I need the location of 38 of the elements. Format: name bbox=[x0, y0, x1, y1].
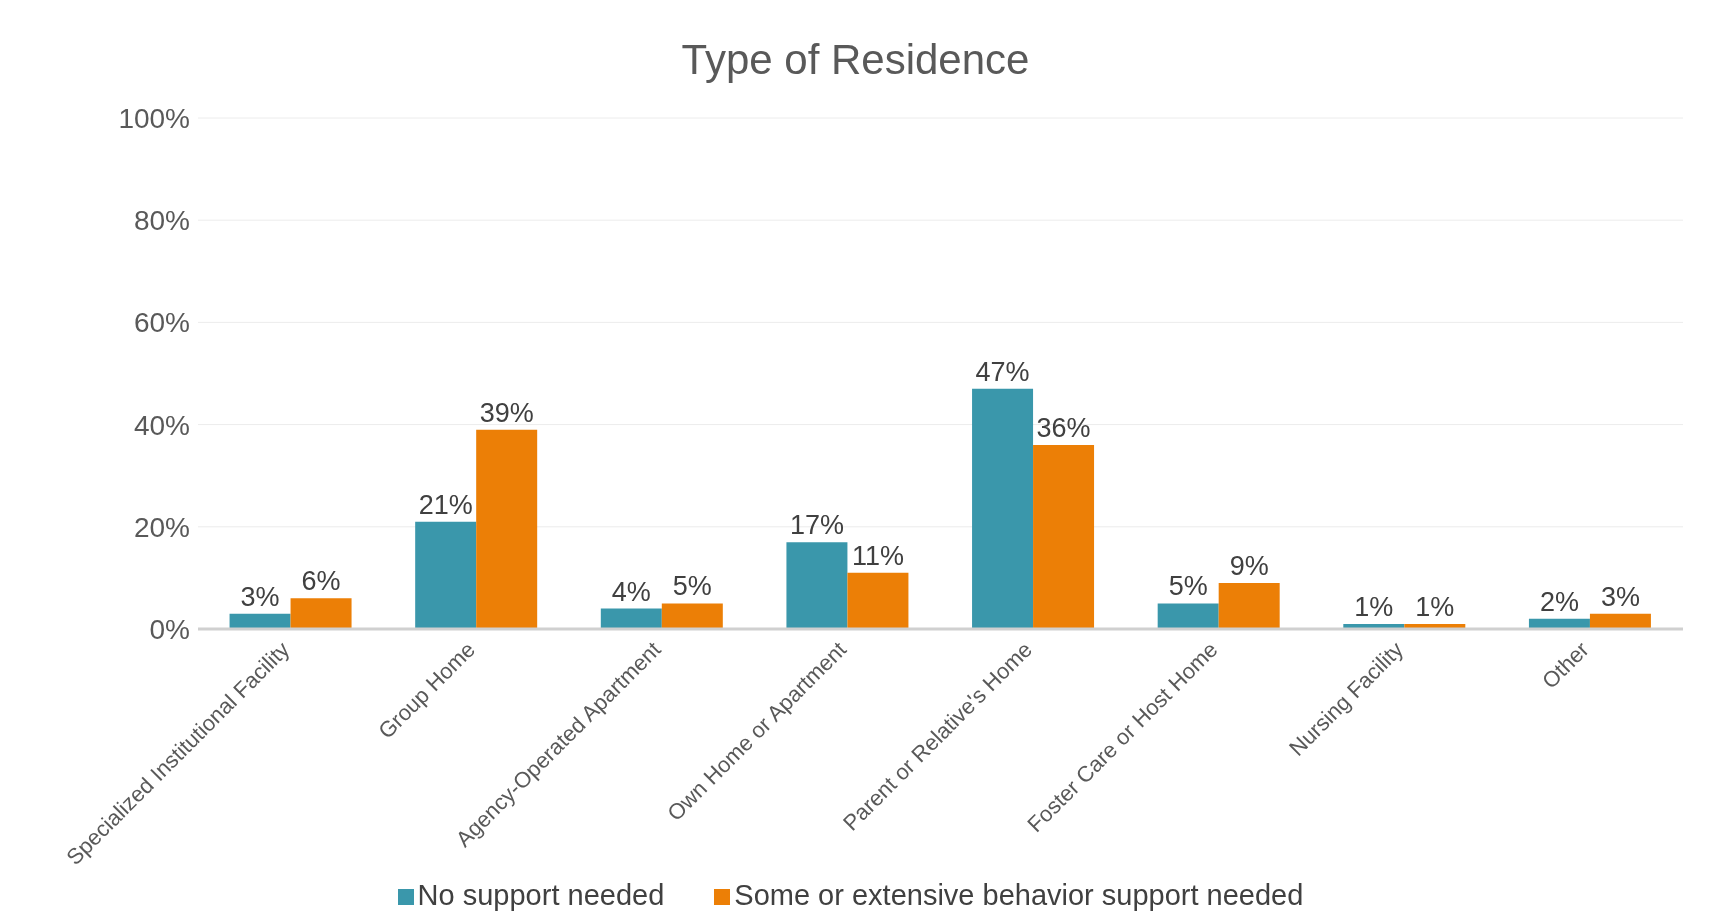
y-tick-label: 0% bbox=[149, 613, 190, 645]
data-label: 47% bbox=[975, 356, 1030, 387]
data-label: 1% bbox=[1354, 591, 1394, 622]
data-label: 9% bbox=[1229, 551, 1269, 582]
data-label: 17% bbox=[789, 510, 844, 541]
chart-title: Type of Residence bbox=[680, 35, 1031, 85]
data-label: 36% bbox=[1036, 413, 1091, 444]
y-tick-label: 80% bbox=[133, 205, 190, 237]
data-label: 1% bbox=[1415, 591, 1455, 622]
legend-label: No support needed bbox=[417, 879, 665, 911]
y-tick-label: 20% bbox=[133, 511, 190, 543]
data-label: 4% bbox=[611, 576, 651, 607]
bar bbox=[1033, 445, 1095, 629]
bar bbox=[415, 521, 477, 629]
data-label: 3% bbox=[1600, 581, 1640, 612]
bar bbox=[229, 613, 291, 629]
bar bbox=[1218, 583, 1280, 629]
bar bbox=[661, 603, 723, 629]
bar bbox=[847, 572, 909, 629]
y-tick-label: 40% bbox=[133, 409, 190, 441]
data-label: 39% bbox=[479, 397, 534, 428]
data-label: 2% bbox=[1539, 586, 1579, 617]
data-label: 6% bbox=[301, 566, 341, 597]
data-label: 3% bbox=[240, 581, 280, 612]
y-tick-label: 60% bbox=[133, 307, 190, 339]
bar bbox=[1157, 603, 1219, 629]
legend-label: Some or extensive behavior support needed bbox=[734, 879, 1304, 911]
y-tick-label: 100% bbox=[118, 102, 190, 134]
data-label: 5% bbox=[1168, 571, 1208, 602]
data-label: 11% bbox=[851, 540, 904, 571]
bar bbox=[972, 388, 1034, 629]
bar bbox=[476, 429, 538, 629]
bar bbox=[600, 608, 662, 629]
data-label: 21% bbox=[418, 489, 473, 520]
bar bbox=[290, 598, 352, 629]
data-label: 5% bbox=[672, 571, 712, 602]
bar bbox=[786, 542, 848, 629]
bar bbox=[1589, 613, 1651, 629]
